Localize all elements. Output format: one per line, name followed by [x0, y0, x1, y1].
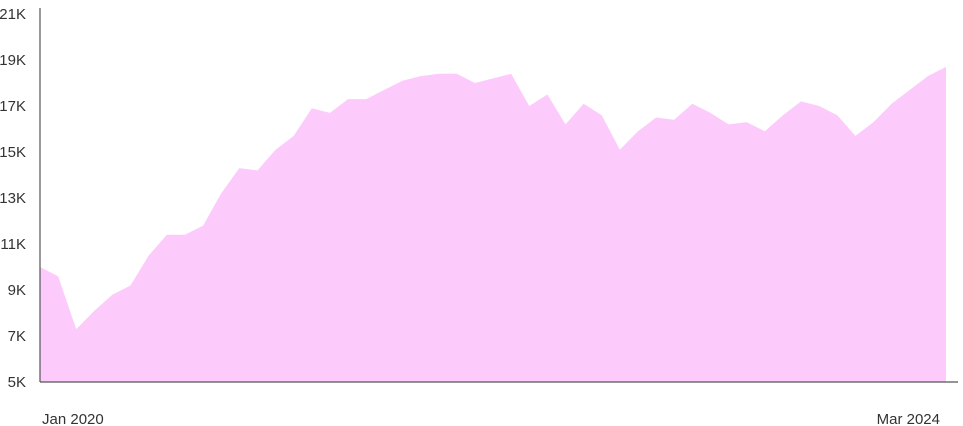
y-tick-label: 11K [0, 236, 26, 253]
x-tick-label-start: Jan 2020 [42, 411, 104, 426]
y-tick-label: 7K [8, 328, 26, 345]
area-series [40, 66, 946, 383]
y-tick-label: 19K [0, 52, 26, 69]
y-tick-label: 5K [8, 374, 26, 391]
y-tick-label: 15K [0, 144, 26, 161]
x-axis: Jan 2020 Mar 2024 [40, 381, 958, 426]
y-axis: 5K 7K 9K 11K 13K 15K 17K 19K 21K [0, 6, 41, 391]
y-tick-label: 17K [0, 98, 26, 115]
plot-area [40, 66, 946, 383]
y-tick-label: 21K [0, 6, 26, 23]
x-tick-label-end: Mar 2024 [877, 411, 940, 426]
y-tick-label: 9K [8, 282, 26, 299]
y-tick-label: 13K [0, 190, 26, 207]
